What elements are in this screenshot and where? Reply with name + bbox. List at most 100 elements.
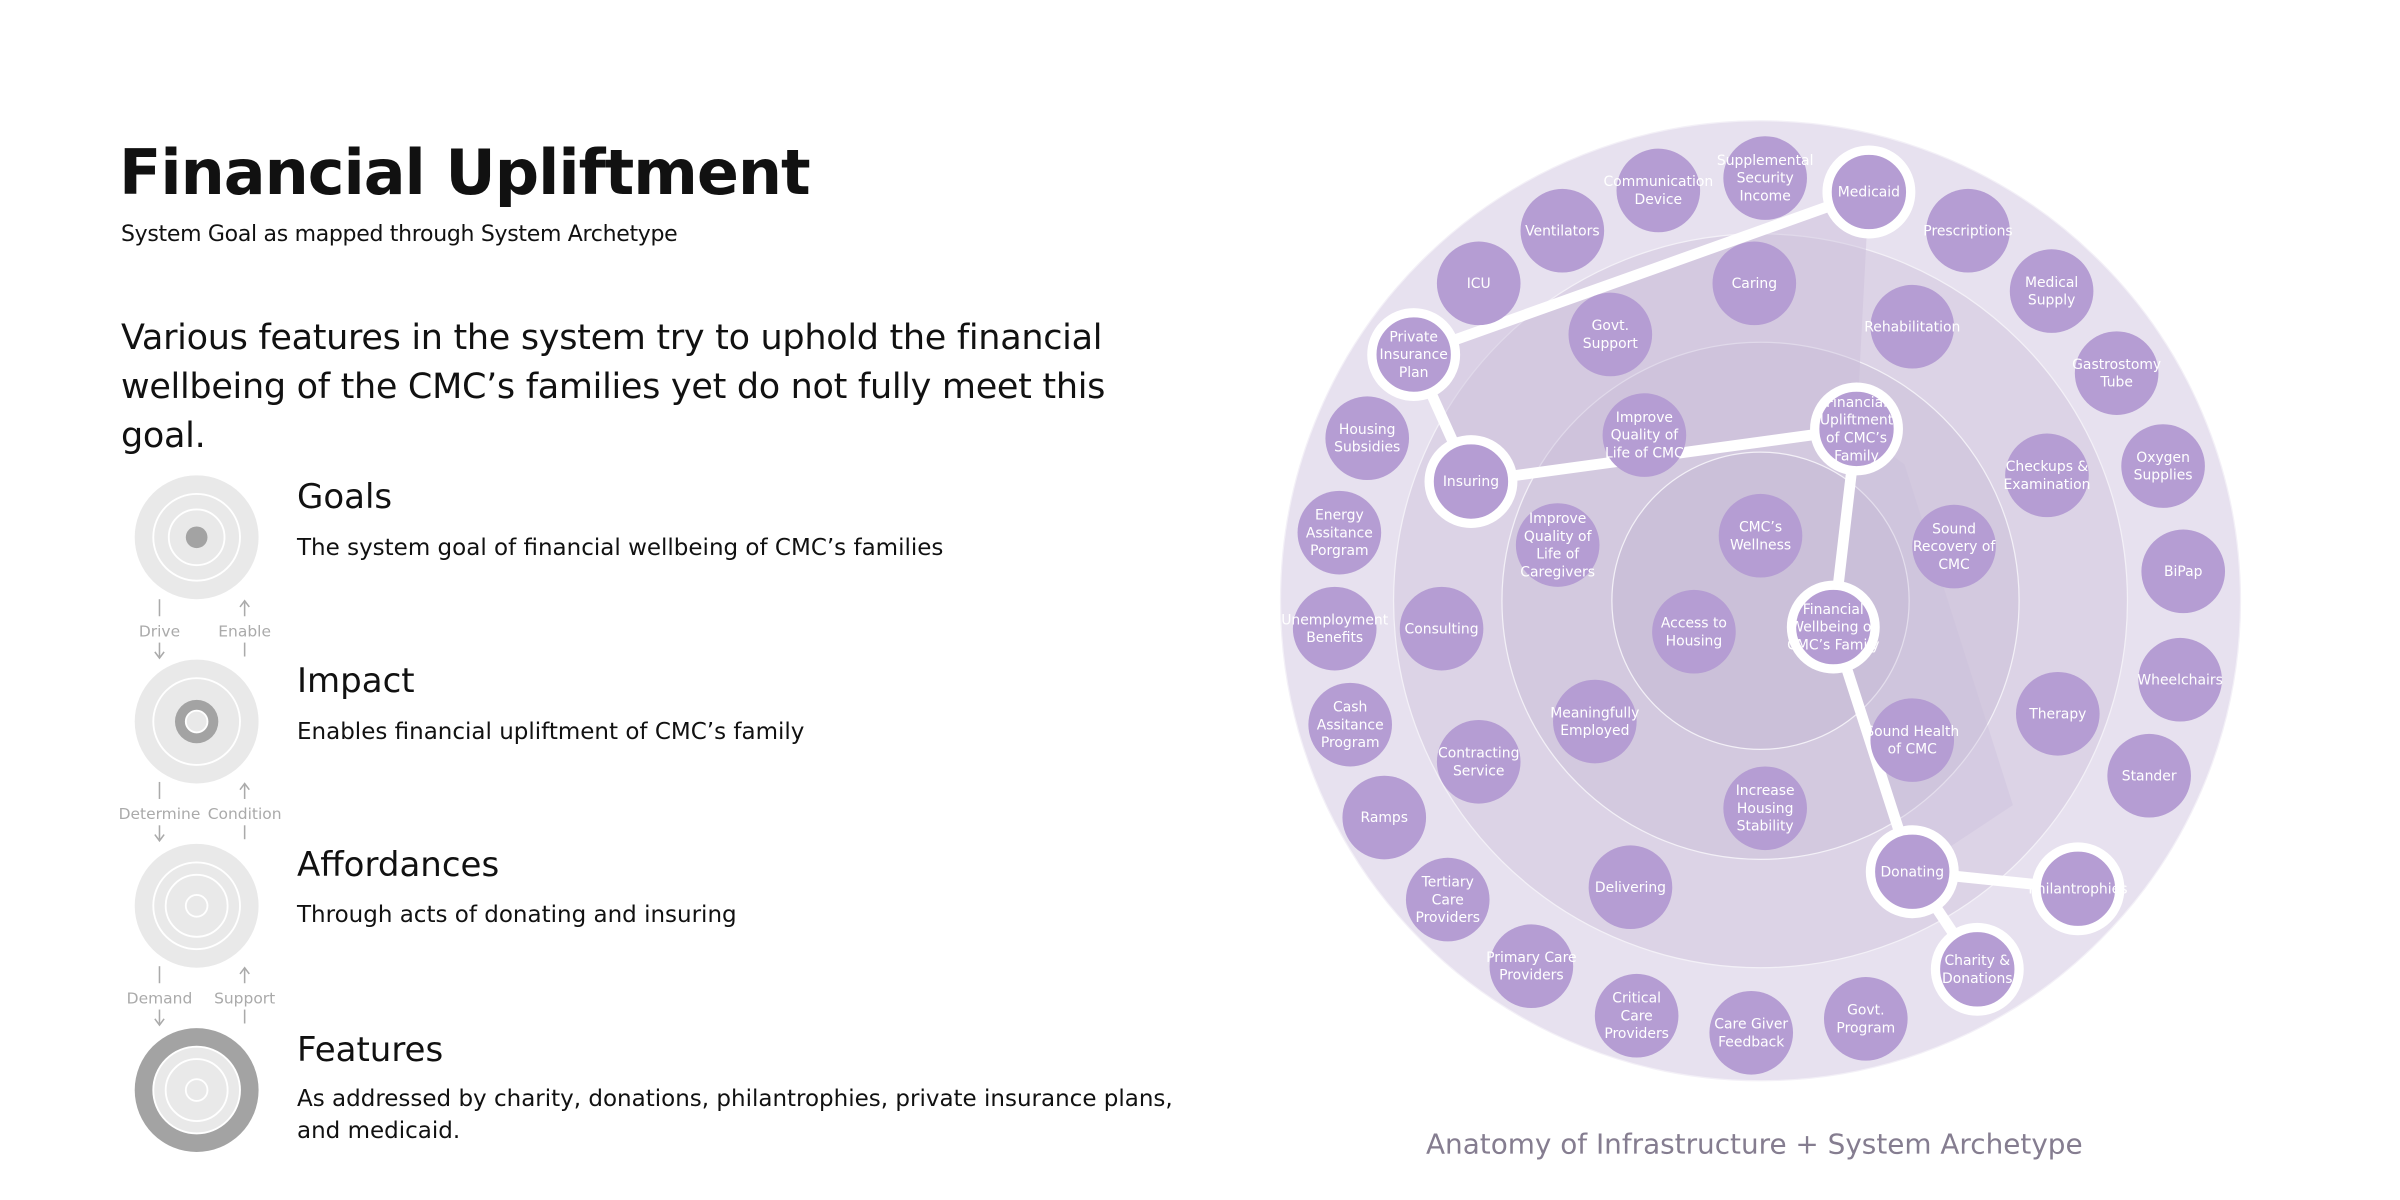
node-label: Philantrophies xyxy=(2028,881,2127,897)
node-label: Energy Assitance Porgram xyxy=(1306,507,1373,559)
node xyxy=(1520,188,1605,273)
level-text: As addressed by charity, donations, phil… xyxy=(297,1086,1173,1144)
node-label: Sound Recovery of CMC xyxy=(1913,521,1996,573)
node xyxy=(1870,698,1955,782)
node xyxy=(2141,529,2226,614)
node xyxy=(2138,637,2222,722)
node xyxy=(1367,308,1461,402)
node-label: Therapy xyxy=(2028,706,2086,722)
node xyxy=(1297,490,1382,575)
node xyxy=(1292,586,1377,671)
link-label: Support xyxy=(214,989,275,1007)
node-label: Critical Care Providers xyxy=(1604,991,1669,1043)
node xyxy=(1810,382,1903,476)
node xyxy=(1616,148,1701,233)
arrow-head xyxy=(154,834,165,843)
node-label: Cash Assitance Program xyxy=(1317,699,1384,751)
node xyxy=(1652,589,1736,674)
node-label: Housing Subsidies xyxy=(1334,422,1400,456)
link-label: Condition xyxy=(208,805,282,823)
node xyxy=(1489,924,1574,1008)
node xyxy=(1308,682,1392,767)
node xyxy=(2107,733,2191,818)
link-label: Drive xyxy=(139,622,180,640)
node-label: ICU xyxy=(1467,276,1491,292)
node xyxy=(1424,435,1518,528)
node xyxy=(2121,424,2205,508)
level-icon xyxy=(184,1078,209,1102)
node-label: Prescriptions xyxy=(1923,223,2012,239)
node xyxy=(2005,433,2089,518)
node xyxy=(1786,580,1880,674)
node-label: Govt. Support xyxy=(1583,318,1639,352)
arrow-head xyxy=(154,1018,165,1027)
node-label: Unemployment Benefits xyxy=(1281,612,1389,646)
node-label: Contracting Service xyxy=(1438,746,1519,780)
node xyxy=(1568,292,1653,377)
connector xyxy=(1408,186,1875,360)
node-label: Medicaid xyxy=(1838,185,1900,201)
level-icon xyxy=(184,709,209,734)
ring xyxy=(1611,451,1910,751)
level-icon xyxy=(164,1058,229,1122)
node-label: Care Giver Feedback xyxy=(1714,1017,1788,1051)
node xyxy=(1553,679,1637,764)
node-label: Meaningfully Employed xyxy=(1550,705,1639,739)
node-label: Supplemental Security Income xyxy=(1717,153,1814,205)
node-label: Gastrostomy Tube xyxy=(2072,357,2161,391)
node-label: Financial Wellbeing of CMC’s Family xyxy=(1787,602,1879,654)
subtitle: System Goal as mapped through System Arc… xyxy=(121,222,678,247)
node-label: Rehabilitation xyxy=(1864,319,1960,335)
level-name: Goals xyxy=(297,477,393,517)
node xyxy=(1325,396,1410,480)
node-label: Private Insurance Plan xyxy=(1380,329,1448,381)
node xyxy=(1723,766,1807,851)
level-icon xyxy=(184,894,209,918)
node-label: Improve Quality of Life of Caregivers xyxy=(1520,511,1595,580)
node-label: Wheelchairs xyxy=(2137,672,2222,688)
level-text: The system goal of financial wellbeing o… xyxy=(297,535,944,561)
level-text: Through acts of donating and insuring xyxy=(297,902,737,928)
node-label: Ventilators xyxy=(1525,223,1600,239)
node-label: Stander xyxy=(2122,768,2177,784)
node xyxy=(1588,845,1673,930)
node-label: Sound Health of CMC xyxy=(1865,724,1959,758)
node xyxy=(1930,922,2024,1016)
level-icon xyxy=(164,873,229,938)
arrow-head xyxy=(239,782,250,791)
node-label: Financial Upliftment of CMC’s Family xyxy=(1820,395,1894,464)
node xyxy=(1870,284,1955,369)
node-label: Caring xyxy=(1732,276,1778,292)
level-icon xyxy=(185,526,208,549)
arrow-head xyxy=(154,651,165,660)
node xyxy=(1342,775,1427,860)
node xyxy=(1399,586,1484,671)
node xyxy=(1515,503,1600,587)
node-label: Improve Quality of Life of CMC xyxy=(1605,410,1684,462)
node xyxy=(1865,825,1959,919)
node-label: Oxygen Supplies xyxy=(2134,450,2193,484)
node xyxy=(1405,857,1490,942)
description: Various features in the system try to up… xyxy=(121,318,1106,456)
node-label: Ramps xyxy=(1360,810,1408,826)
node-label: Consulting xyxy=(1405,621,1479,637)
node xyxy=(1723,136,1807,220)
node xyxy=(1824,977,1908,1061)
level-name: Features xyxy=(297,1030,444,1070)
node xyxy=(1709,990,1794,1075)
node-label: Donating xyxy=(1880,864,1944,880)
node xyxy=(1436,241,1521,326)
node-label: Communication Device xyxy=(1603,174,1713,208)
node-label: BiPap xyxy=(2164,564,2203,580)
node-label: Primary Care Providers xyxy=(1486,950,1576,984)
link-label: Demand xyxy=(127,989,193,1007)
node-label: Increase Housing Stability xyxy=(1736,783,1795,835)
node xyxy=(1436,720,1521,804)
node xyxy=(1712,241,1797,326)
node xyxy=(1926,188,2010,273)
level-name: Impact xyxy=(297,661,415,701)
link-label: Enable xyxy=(218,622,271,640)
node xyxy=(1718,493,1803,578)
